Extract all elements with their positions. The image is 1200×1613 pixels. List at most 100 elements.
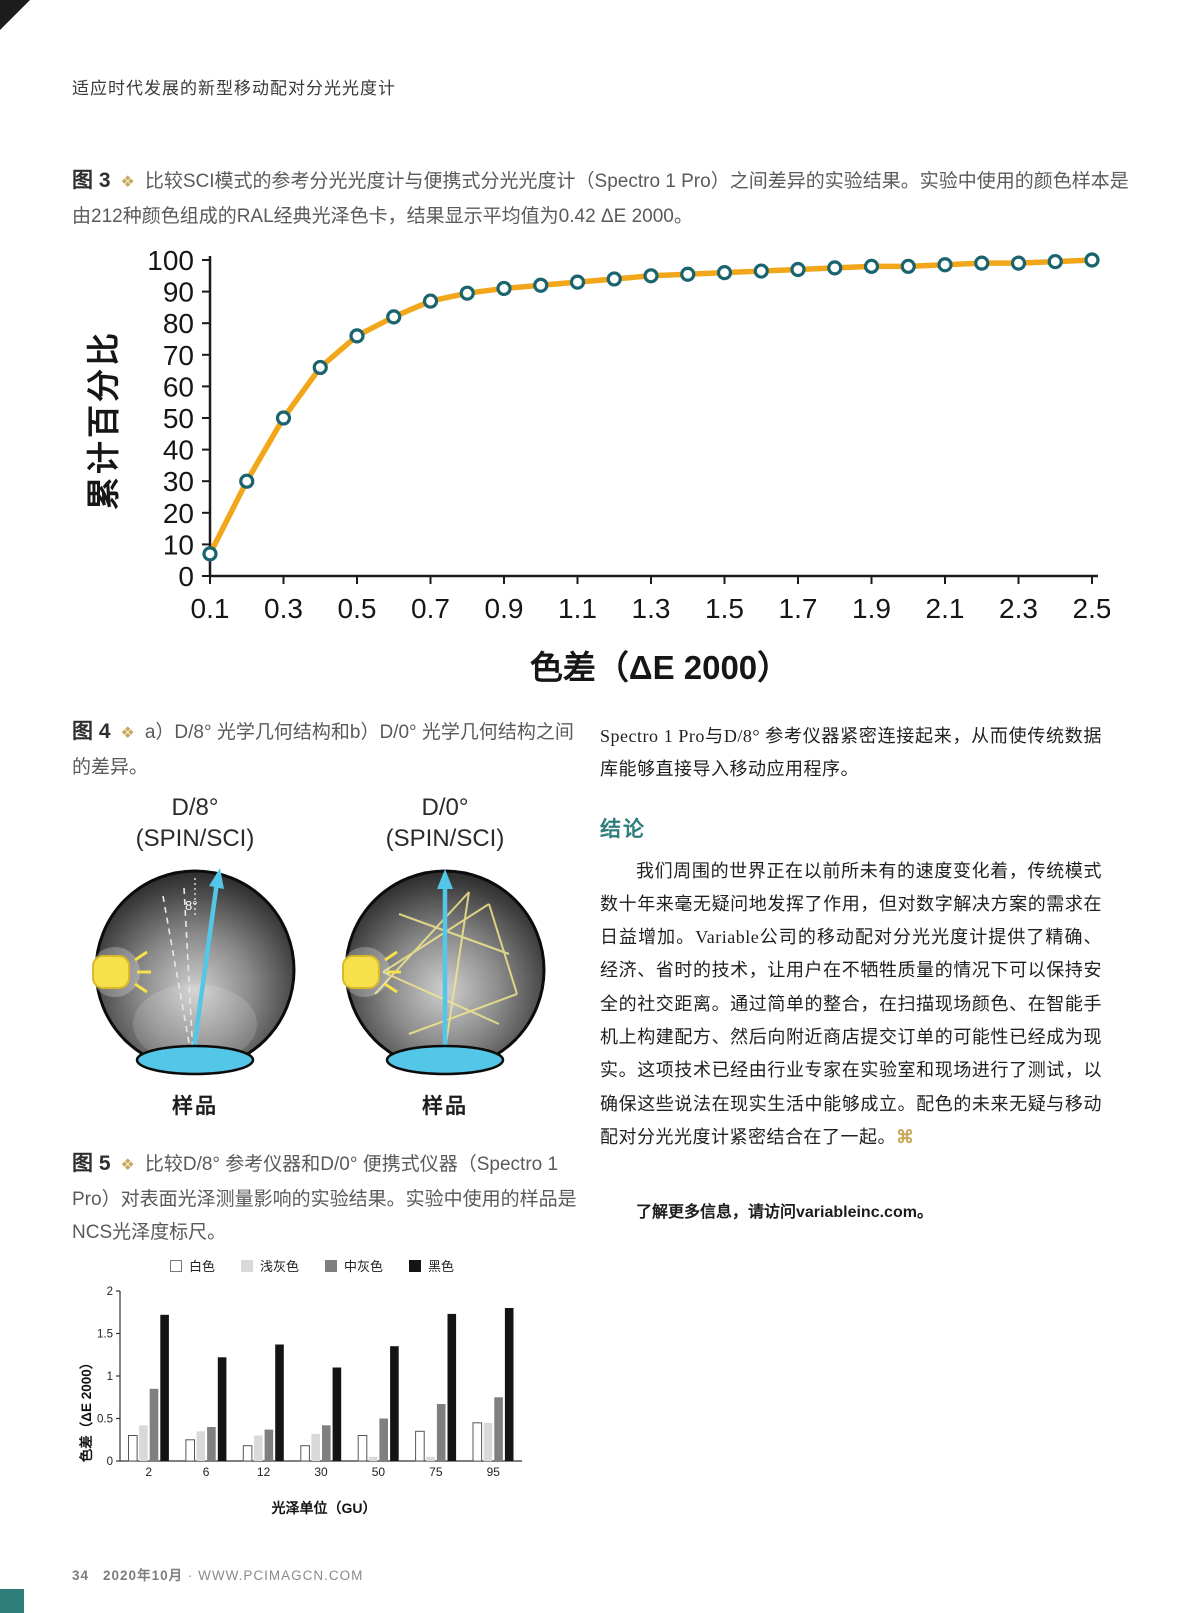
- conclusion-text: 我们周围的世界正在以前所未有的速度变化着，传统模式数十年来毫无疑问地发挥了作用，…: [600, 860, 1102, 1147]
- figure5-caption: 图 5 ❖ 比较D/8° 参考仪器和D/0° 便携式仪器（Spectro 1 Pro…: [72, 1146, 577, 1249]
- svg-text:1: 1: [107, 1371, 113, 1383]
- diamond-icon: ❖: [120, 725, 135, 742]
- svg-text:90: 90: [163, 277, 194, 308]
- d8-sphere-diagram: 8°: [90, 868, 296, 1076]
- conclusion-heading: 结论: [600, 817, 646, 841]
- svg-text:30: 30: [163, 466, 194, 497]
- legend-item-1: 浅灰色: [240, 1256, 299, 1275]
- legend-item-0: 白色: [169, 1256, 215, 1275]
- figure4-label: 图 4: [72, 720, 111, 743]
- svg-text:1.1: 1.1: [558, 593, 597, 624]
- svg-text:60: 60: [163, 371, 194, 402]
- end-mark-icon: ⌘: [896, 1126, 915, 1147]
- d8-sample-label: 样品: [172, 1095, 218, 1119]
- svg-text:50: 50: [372, 1465, 386, 1479]
- page-footer: 34 2020年10月 · WWW.PCIMAGCN.COM: [72, 1564, 363, 1584]
- diamond-icon: ❖: [120, 1157, 135, 1174]
- beam-arrowhead: [209, 868, 224, 890]
- svg-text:10: 10: [163, 529, 194, 560]
- svg-text:80: 80: [163, 308, 194, 339]
- figure3-line-chart: 累计百分比 0 10 20 30 40 50 60 70 80 90 100 0.1 0.3 0.5 0.7…: [84, 245, 1130, 689]
- beam-arrowhead: [437, 869, 453, 890]
- legend-swatch-icon: [325, 1259, 337, 1272]
- corner-decoration-top-left: [0, 0, 30, 30]
- legend-label: 黑色: [428, 1259, 455, 1274]
- svg-text:6: 6: [203, 1465, 210, 1479]
- angle-8-label: 8°: [185, 898, 197, 913]
- d0-title: D/0° (SPIN/SCI): [386, 792, 505, 854]
- svg-text:70: 70: [163, 340, 194, 371]
- legend-label: 中灰色: [344, 1259, 384, 1274]
- svg-text:0.9: 0.9: [485, 593, 524, 624]
- svg-text:0.1: 0.1: [191, 593, 230, 624]
- light-source-icon: [340, 947, 401, 998]
- footer-issue: 2020年10月: [103, 1568, 184, 1583]
- svg-text:100: 100: [147, 246, 194, 276]
- data-points: [202, 252, 1100, 562]
- d0-geometry-column: D/0° (SPIN/SCI): [320, 792, 570, 1120]
- legend-item-2: 中灰色: [325, 1256, 383, 1275]
- svg-text:2.1: 2.1: [926, 593, 965, 624]
- svg-text:2.5: 2.5: [1073, 593, 1110, 624]
- svg-text:1.7: 1.7: [779, 593, 818, 624]
- svg-text:40: 40: [163, 435, 194, 466]
- legend-item-3: 黑色: [409, 1256, 454, 1275]
- light-source-icon: [90, 947, 151, 998]
- figure5-bar-chart: 白色 浅灰色 中灰色 黑色 色差（ΔE 2000） 0 0.5 1 1.5 2 2 6 12 30 50…: [72, 1256, 552, 1518]
- svg-text:0: 0: [107, 1456, 113, 1468]
- bar-group-50: 50: [357, 1346, 399, 1479]
- bar-chart-legend: 白色 浅灰色 中灰色 黑色: [72, 1256, 552, 1275]
- sample-port: [385, 1045, 505, 1076]
- figure3-label: 图 3: [72, 169, 111, 192]
- conclusion-paragraph: 我们周围的世界正在以前所未有的速度变化着，传统模式数十年来毫无疑问地发挥了作用，…: [600, 855, 1102, 1155]
- legend-label: 白色: [188, 1259, 215, 1274]
- bar-group-6: 6: [185, 1357, 227, 1479]
- svg-text:0.3: 0.3: [264, 593, 303, 624]
- legend-swatch-icon: [240, 1259, 253, 1272]
- svg-text:0.5: 0.5: [97, 1414, 113, 1426]
- svg-text:30: 30: [314, 1465, 328, 1479]
- bar-chart-plot: 0 0.5 1 1.5 2 2 6 12 30 50 75 95: [97, 1286, 522, 1479]
- legend-swatch-icon: [169, 1259, 182, 1272]
- figure4-diagrams: D/8° (SPIN/SCI): [70, 792, 570, 1120]
- footer-separator: ·: [187, 1568, 194, 1583]
- page-number: 34: [72, 1568, 90, 1583]
- legend-swatch-icon: [409, 1259, 422, 1272]
- d0-sample-label: 样品: [422, 1095, 468, 1119]
- svg-text:0.5: 0.5: [338, 593, 377, 624]
- bar-group-12: 12: [242, 1344, 284, 1479]
- corner-decoration-bottom-left: [0, 1589, 24, 1613]
- figure5-text: 比较D/8° 参考仪器和D/0° 便携式仪器（Spectro 1 Pro）对表面…: [72, 1154, 577, 1243]
- d8-title-line1: D/8°: [171, 794, 219, 821]
- running-header: 适应时代发展的新型移动配对分光光度计: [72, 79, 396, 98]
- d0-title-line1: D/0°: [421, 794, 469, 821]
- bar-group-95: 95: [472, 1308, 514, 1479]
- intro-paragraph: Spectro 1 Pro与D/8° 参考仪器紧密连接起来，从而使传统数据库能够…: [600, 726, 1102, 780]
- legend-label: 浅灰色: [259, 1259, 299, 1274]
- sphere-glow: [133, 984, 257, 1065]
- bar-group-30: 30: [300, 1367, 342, 1479]
- more-info-line: 了解更多信息，请访问variableinc.com。: [636, 1204, 933, 1222]
- right-text-column: Spectro 1 Pro与D/8° 参考仪器紧密连接起来，从而使传统数据库能够…: [600, 720, 1102, 1222]
- svg-text:1.3: 1.3: [632, 593, 671, 624]
- bar-group-2: 2: [128, 1314, 169, 1479]
- svg-text:0.7: 0.7: [411, 593, 450, 624]
- diamond-icon: ❖: [120, 174, 135, 191]
- svg-text:2: 2: [107, 1286, 113, 1298]
- svg-text:1.9: 1.9: [852, 593, 891, 624]
- d0-title-line2: (SPIN/SCI): [385, 825, 505, 853]
- figure4-caption: 图 4 ❖ a）D/8° 光学几何结构和b）D/0° 光学几何结构之间的差异。: [72, 714, 577, 784]
- d0-sphere-diagram: [340, 869, 546, 1076]
- measurement-beam: [190, 882, 220, 1057]
- sample-port: [135, 1045, 255, 1076]
- d8-title-line2: (SPIN/SCI): [135, 825, 255, 853]
- figure3-caption: 图 3 ❖ 比较SCI模式的参考分光光度计与便携式分光光度计（Spectro 1 P…: [72, 163, 1134, 233]
- svg-text:95: 95: [487, 1465, 501, 1479]
- bar-group-75: 75: [415, 1313, 457, 1479]
- svg-text:20: 20: [163, 498, 194, 529]
- figure4-text: a）D/8° 光学几何结构和b）D/0° 光学几何结构之间的差异。: [72, 722, 574, 778]
- d8-geometry-column: D/8° (SPIN/SCI): [70, 792, 320, 1120]
- figure3-text: 比较SCI模式的参考分光光度计与便携式分光光度计（Spectro 1 Pro）之…: [72, 171, 1129, 227]
